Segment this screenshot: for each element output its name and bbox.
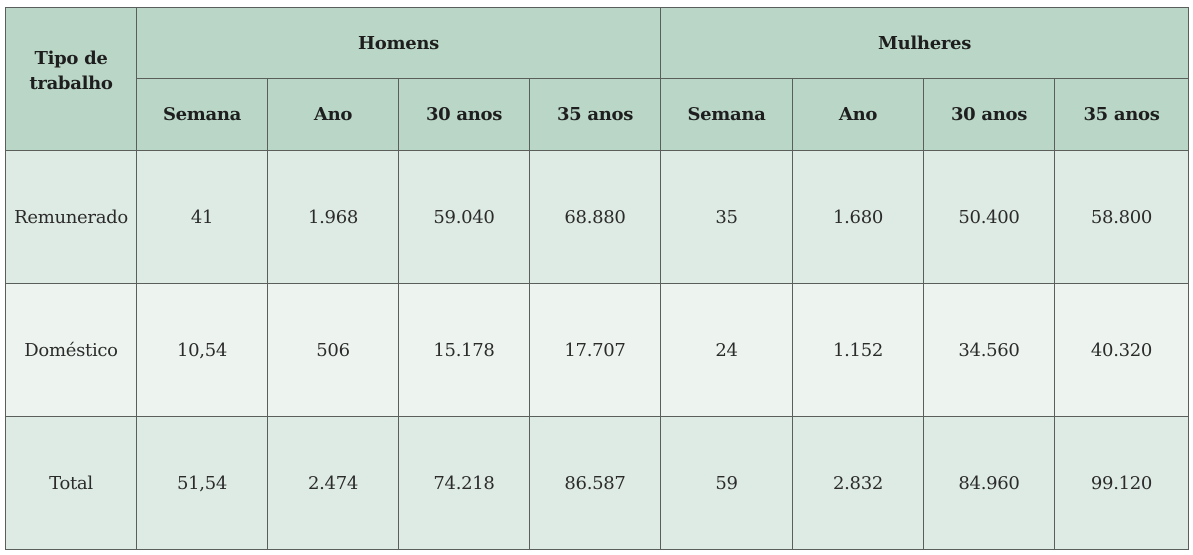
table-row: Doméstico 10,54 506 15.178 17.707 24 1.1… [5, 283, 1189, 417]
column-header: Semana [136, 78, 268, 151]
table-cell: 84.960 [923, 416, 1055, 550]
group-header-men: Homens [136, 7, 661, 79]
table-header-row: Tipo de trabalho Homens Mulheres [5, 7, 1189, 151]
work-hours-table: Tipo de trabalho Homens Mulheres Semana … [5, 7, 1189, 550]
work-type-header: Tipo de trabalho [5, 7, 137, 151]
table-cell: 59 [660, 416, 793, 550]
table-cell: 41 [136, 150, 268, 284]
table-cell: 51,54 [136, 416, 268, 550]
column-header: Semana [660, 78, 793, 151]
table-cell: 15.178 [398, 283, 530, 417]
column-header: Ano [267, 78, 399, 151]
table-cell: 10,54 [136, 283, 268, 417]
table-cell: 74.218 [398, 416, 530, 550]
work-type-header-line2: trabalho [29, 73, 113, 94]
table-cell: 1.968 [267, 150, 399, 284]
table-cell: 2.832 [792, 416, 924, 550]
row-label: Doméstico [5, 283, 137, 417]
table-cell: 17.707 [529, 283, 661, 417]
column-header: Ano [792, 78, 924, 151]
table-cell: 59.040 [398, 150, 530, 284]
table-subheader-row: Semana Ano 30 anos 35 anos Semana Ano 30… [6, 78, 1189, 151]
group-header-women: Mulheres [660, 7, 1189, 79]
column-header: 35 anos [1054, 78, 1189, 151]
row-label: Total [5, 416, 137, 550]
table-cell: 1.152 [792, 283, 924, 417]
table-cell: 24 [660, 283, 793, 417]
column-header: 30 anos [923, 78, 1055, 151]
table-cell: 34.560 [923, 283, 1055, 417]
table-cell: 1.680 [792, 150, 924, 284]
table-cell: 35 [660, 150, 793, 284]
table-cell: 50.400 [923, 150, 1055, 284]
column-header: 30 anos [398, 78, 530, 151]
table-cell: 2.474 [267, 416, 399, 550]
table-cell: 86.587 [529, 416, 661, 550]
table-cell: 40.320 [1054, 283, 1189, 417]
table-cell: 68.880 [529, 150, 661, 284]
table-cell: 58.800 [1054, 150, 1189, 284]
work-type-header-line1: Tipo de [34, 48, 108, 69]
table-row: Total 51,54 2.474 74.218 86.587 59 2.832… [5, 416, 1189, 550]
table-cell: 99.120 [1054, 416, 1189, 550]
row-label: Remunerado [5, 150, 137, 284]
table-row: Remunerado 41 1.968 59.040 68.880 35 1.6… [5, 150, 1189, 284]
column-header: 35 anos [529, 78, 661, 151]
table-cell: 506 [267, 283, 399, 417]
